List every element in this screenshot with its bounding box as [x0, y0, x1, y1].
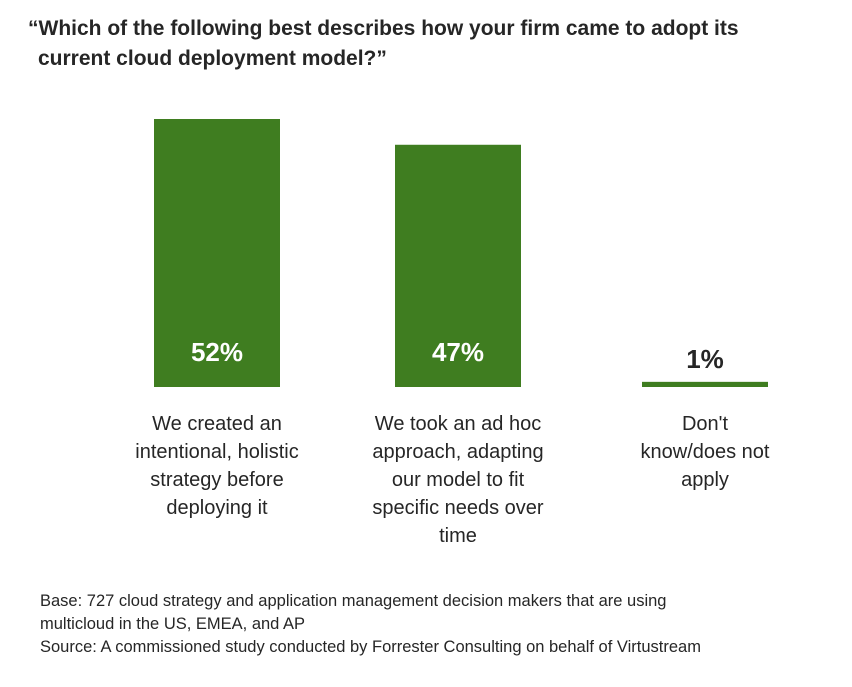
category-label-1: We created an intentional, holistic stra… — [135, 413, 299, 519]
bar-chart: 52% 47% 1% — [154, 119, 768, 387]
bar-1 — [154, 119, 280, 387]
category-label-2: We took an ad hoc approach, adapting our… — [372, 413, 544, 547]
bar-2 — [395, 144, 521, 387]
bar-value-label-2: 47% — [432, 337, 484, 367]
category-label-3: Don't know/does not apply — [640, 413, 770, 491]
bar-3 — [642, 381, 768, 387]
bar-value-label-3: 1% — [686, 344, 724, 374]
chart-title-line-1: “Which of the following best describes h… — [28, 17, 739, 40]
chart-title-line-2: current cloud deployment model?” — [38, 47, 387, 70]
footnote-source: Source: A commissioned study conducted b… — [40, 638, 701, 656]
chart-title: “Which of the following best describes h… — [28, 14, 828, 74]
footnote-base-line-2: multicloud in the US, EMEA, and AP — [40, 615, 306, 633]
bar-value-label-1: 52% — [191, 337, 243, 367]
footnote: Base: 727 cloud strategy and application… — [40, 590, 840, 659]
footnote-base-line-1: Base: 727 cloud strategy and application… — [40, 592, 667, 610]
